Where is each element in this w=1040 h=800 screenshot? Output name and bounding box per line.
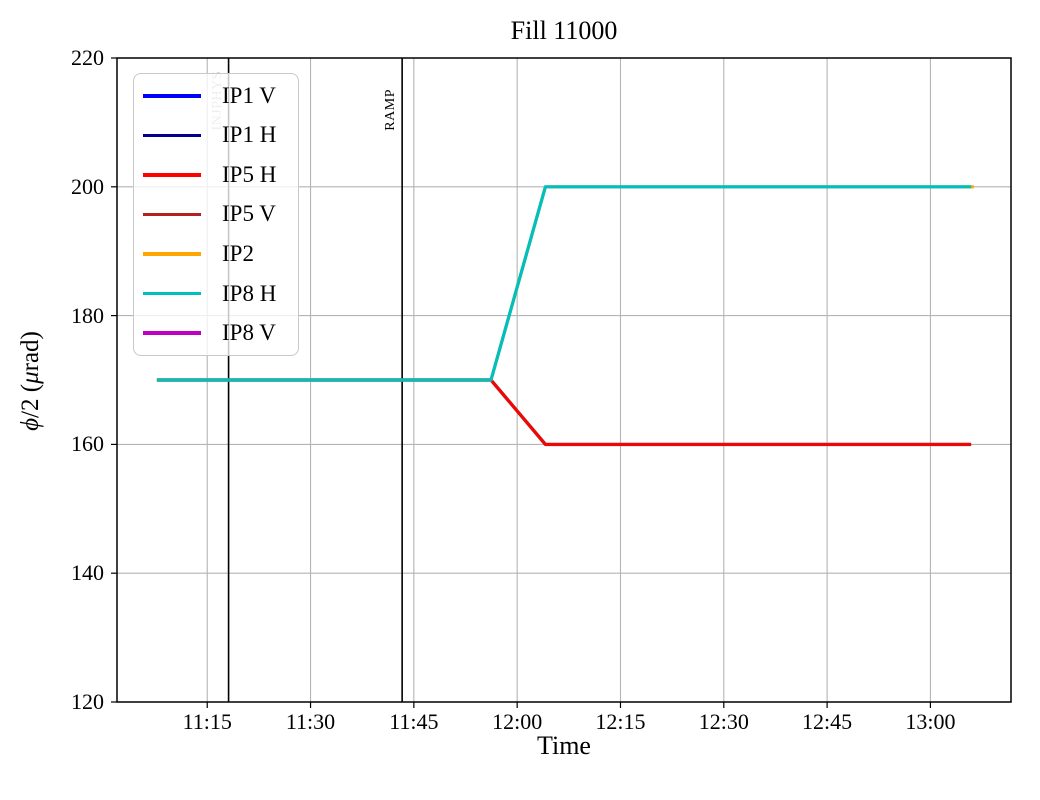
legend-label: IP1 H — [222, 122, 277, 148]
legend-swatch — [143, 212, 201, 217]
legend-item-ip5-h: IP5 H — [134, 156, 298, 194]
x-axis-label: Time — [537, 731, 591, 760]
x-tick-label: 11:15 — [182, 709, 232, 734]
y-tick-label: 180 — [71, 302, 104, 328]
x-tick-label: 11:30 — [285, 709, 336, 734]
x-tick-label: 12:45 — [802, 709, 853, 734]
series-line-ip5-h — [156, 378, 972, 446]
plot-border — [116, 57, 1012, 703]
legend-item-ip8-v: IP8 V — [134, 314, 298, 352]
legend-label: IP5 V — [222, 201, 276, 227]
y-tick-label: 140 — [71, 560, 104, 586]
legend-swatch — [143, 133, 201, 138]
legend-item-ip2: IP2 — [134, 235, 298, 273]
x-tick-label: 12:15 — [595, 709, 646, 734]
legend-item-ip1-h: IP1 H — [134, 116, 298, 154]
phi-symbol: ϕ — [17, 417, 44, 431]
ylabel-end: rad) — [17, 331, 44, 372]
legend-item-ip1-v: IP1 V — [134, 77, 298, 115]
event-label-ramp: RAMP — [383, 89, 399, 131]
y-tick-label: 200 — [71, 173, 104, 199]
x-tick-label: 12:00 — [492, 709, 543, 734]
series-line-ip8-h — [156, 185, 972, 382]
y-tick-label: 220 — [71, 45, 104, 70]
chart-title: Fill 11000 — [510, 16, 618, 45]
x-tick-label: 13:00 — [905, 709, 956, 734]
legend-swatch — [143, 94, 201, 98]
x-tick-label: 11:45 — [389, 709, 439, 734]
series-line-ip5-v — [156, 378, 972, 447]
legend-swatch — [143, 331, 201, 335]
legend-swatch — [143, 291, 201, 296]
y-tick-label: 160 — [71, 431, 104, 457]
legend-label: IP1 V — [222, 82, 276, 108]
ylabel-mid: /2 ( — [17, 383, 44, 418]
mu-symbol: μ — [17, 371, 44, 384]
legend-swatch — [143, 173, 201, 177]
legend-label: IP2 — [222, 241, 254, 267]
legend-label: IP8 V — [222, 320, 276, 346]
legend-label: IP8 H — [222, 280, 277, 306]
legend-item-ip8-h: IP8 H — [134, 275, 298, 313]
legend-item-ip5-v: IP5 V — [134, 195, 298, 233]
y-tick-label: 120 — [71, 689, 104, 714]
legend: IP1 V IP1 H IP5 H IP5 V IP2 IP8 H IP8 V — [133, 73, 299, 356]
legend-swatch — [143, 252, 201, 256]
x-tick-label: 12:30 — [698, 709, 749, 734]
legend-label: IP5 H — [222, 161, 277, 187]
